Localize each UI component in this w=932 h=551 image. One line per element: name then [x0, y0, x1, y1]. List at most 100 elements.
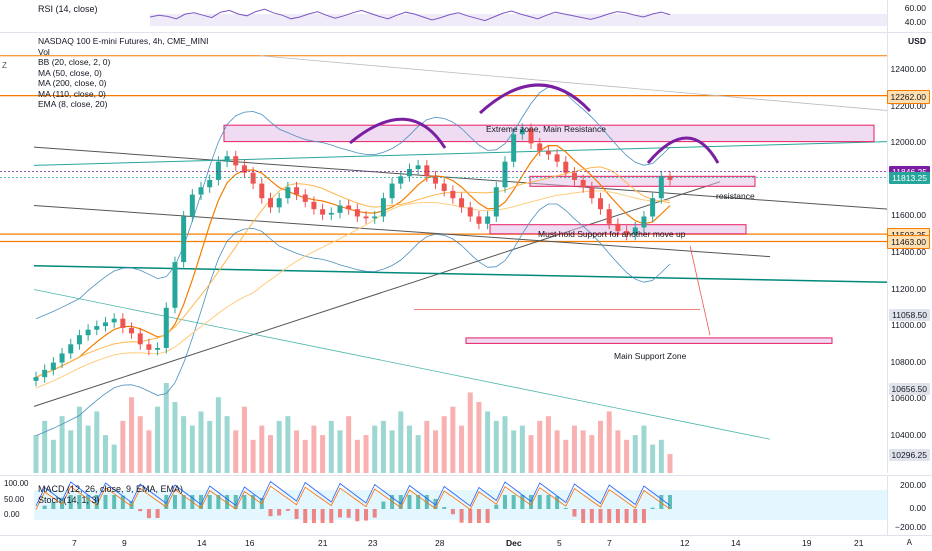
macd-histogram-bar: [172, 495, 177, 509]
candle-body: [545, 150, 551, 155]
candle-body: [511, 134, 517, 162]
price-tick: 11200.00: [891, 283, 926, 294]
main-chart-pane[interactable]: NASDAQ 100 E-mini Futures, 4h, CME_MINI …: [0, 33, 932, 473]
indicator-ma50[interactable]: MA (50, close, 0): [38, 67, 102, 78]
macd-histogram-bar: [659, 495, 664, 509]
volume-bar: [155, 406, 161, 473]
macd-histogram-bar: [285, 509, 290, 511]
candle-body: [33, 377, 39, 381]
volume-bar: [120, 420, 126, 473]
candle-body: [580, 179, 586, 188]
price-badge: 11813.25: [889, 171, 930, 184]
candle-body: [102, 322, 108, 327]
candle-body: [485, 216, 491, 224]
candle-body: [320, 209, 326, 215]
candle-body: [502, 161, 508, 188]
left-toolbar-marker[interactable]: Z: [2, 61, 7, 70]
volume-bar: [215, 397, 221, 473]
volume-bar: [624, 439, 630, 473]
price-axis[interactable]: USD 12400.00 12200.00 12000.00 11600.00 1140…: [886, 33, 932, 473]
candle-body: [137, 333, 143, 345]
macd-histogram-bar: [598, 509, 603, 523]
volume-bar: [415, 435, 421, 473]
macd-histogram-bar: [607, 509, 612, 523]
rsi-label: RSI (14, close): [38, 4, 98, 14]
macd-histogram-bar: [277, 509, 282, 516]
main-support-label: Main Support Zone: [614, 351, 687, 361]
macd-histogram-bar: [416, 495, 421, 509]
resistance-label: resistance: [716, 191, 755, 201]
macd-histogram-bar: [494, 504, 499, 509]
auto-scale-button[interactable]: A: [906, 538, 912, 547]
indicator-ema8[interactable]: EMA (8, close, 20): [38, 99, 108, 109]
price-tick: 12400.00: [890, 64, 926, 75]
macd-axis[interactable]: 200.00 0.00 −200.00: [887, 476, 932, 536]
trend-line: [33, 205, 771, 258]
stoch-d-line: [35, 485, 671, 511]
time-tick: 21: [854, 538, 864, 548]
volume-bar: [537, 420, 543, 473]
candle-body: [571, 172, 577, 180]
candle-body: [380, 198, 386, 217]
macd-histogram-bar: [364, 509, 369, 521]
price-badge: 10656.50: [888, 382, 930, 395]
pattern-arc: [478, 83, 592, 115]
candle-body: [598, 198, 604, 210]
macd-histogram-bar: [476, 509, 481, 523]
price-tick: 10800.00: [890, 356, 926, 367]
indicator-bb[interactable]: BB (20, close, 2, 0): [38, 57, 111, 67]
ma200-line: [35, 190, 671, 389]
candle-body: [537, 143, 543, 151]
candle-body: [441, 183, 447, 191]
volume-bar: [615, 430, 621, 473]
macd-histogram-bar: [346, 509, 351, 518]
volume-bar: [467, 392, 473, 473]
time-tick: 19: [802, 538, 812, 548]
volume-bar: [33, 435, 39, 473]
volume-bar: [111, 444, 117, 473]
price-tick: 10400.00: [890, 429, 926, 440]
stoch-k-line: [35, 480, 671, 507]
indicator-vol[interactable]: Vol: [38, 46, 50, 57]
volume-bar: [389, 430, 395, 473]
currency-label: USD: [908, 36, 926, 46]
candle-body: [406, 169, 412, 177]
candle-body: [658, 176, 664, 199]
volume-bar: [267, 435, 273, 473]
candle-body: [372, 216, 378, 219]
volume-bar: [528, 435, 534, 473]
macd-histogram-bar: [390, 495, 395, 509]
indicator-ma200[interactable]: MA (200, close, 0): [38, 78, 107, 88]
volume-bar: [50, 439, 56, 473]
macd-histogram-bar: [251, 495, 256, 509]
volume-bar: [398, 411, 404, 473]
volume-bar: [346, 416, 352, 473]
volume-bar: [42, 420, 48, 473]
volume-bar: [302, 439, 308, 473]
volume-bar: [372, 425, 378, 473]
macd-tick-0: 0.00: [909, 503, 926, 513]
volume-bar: [328, 420, 334, 473]
rsi-pane[interactable]: RSI (14, close) 60.00 40.00: [0, 0, 932, 33]
price-tick: 12000.00: [890, 137, 926, 148]
volume-bar: [493, 420, 499, 473]
symbol-title[interactable]: NASDAQ 100 E-mini Futures, 4h, CME_MINI: [38, 36, 209, 46]
time-tick: 14: [197, 538, 207, 548]
macd-histogram-bar: [650, 507, 655, 509]
volume-bar: [667, 454, 673, 473]
rsi-price-axis[interactable]: 60.00 40.00: [887, 0, 932, 32]
main-price-chart[interactable]: [0, 33, 888, 473]
time-axis[interactable]: 7 9 14 16 21 23 28 Dec 5 7 12 14 19 21 A: [0, 535, 932, 551]
candle-body: [554, 154, 560, 162]
candle-body: [424, 165, 430, 177]
macd-histogram-bar: [225, 495, 230, 509]
candle-body: [337, 205, 343, 213]
candle-body: [42, 369, 48, 378]
macd-stoch-pane[interactable]: MACD (12, 26, close, 9, EMA, EMA) Stoch …: [0, 475, 932, 536]
macd-histogram-bar: [511, 495, 516, 509]
resistance-zone-box: [529, 175, 756, 187]
indicator-ma110[interactable]: MA (110, close, 0): [38, 88, 106, 99]
candle-body: [563, 161, 569, 173]
candle-body: [467, 207, 473, 217]
macd-histogram-bar: [303, 509, 308, 523]
